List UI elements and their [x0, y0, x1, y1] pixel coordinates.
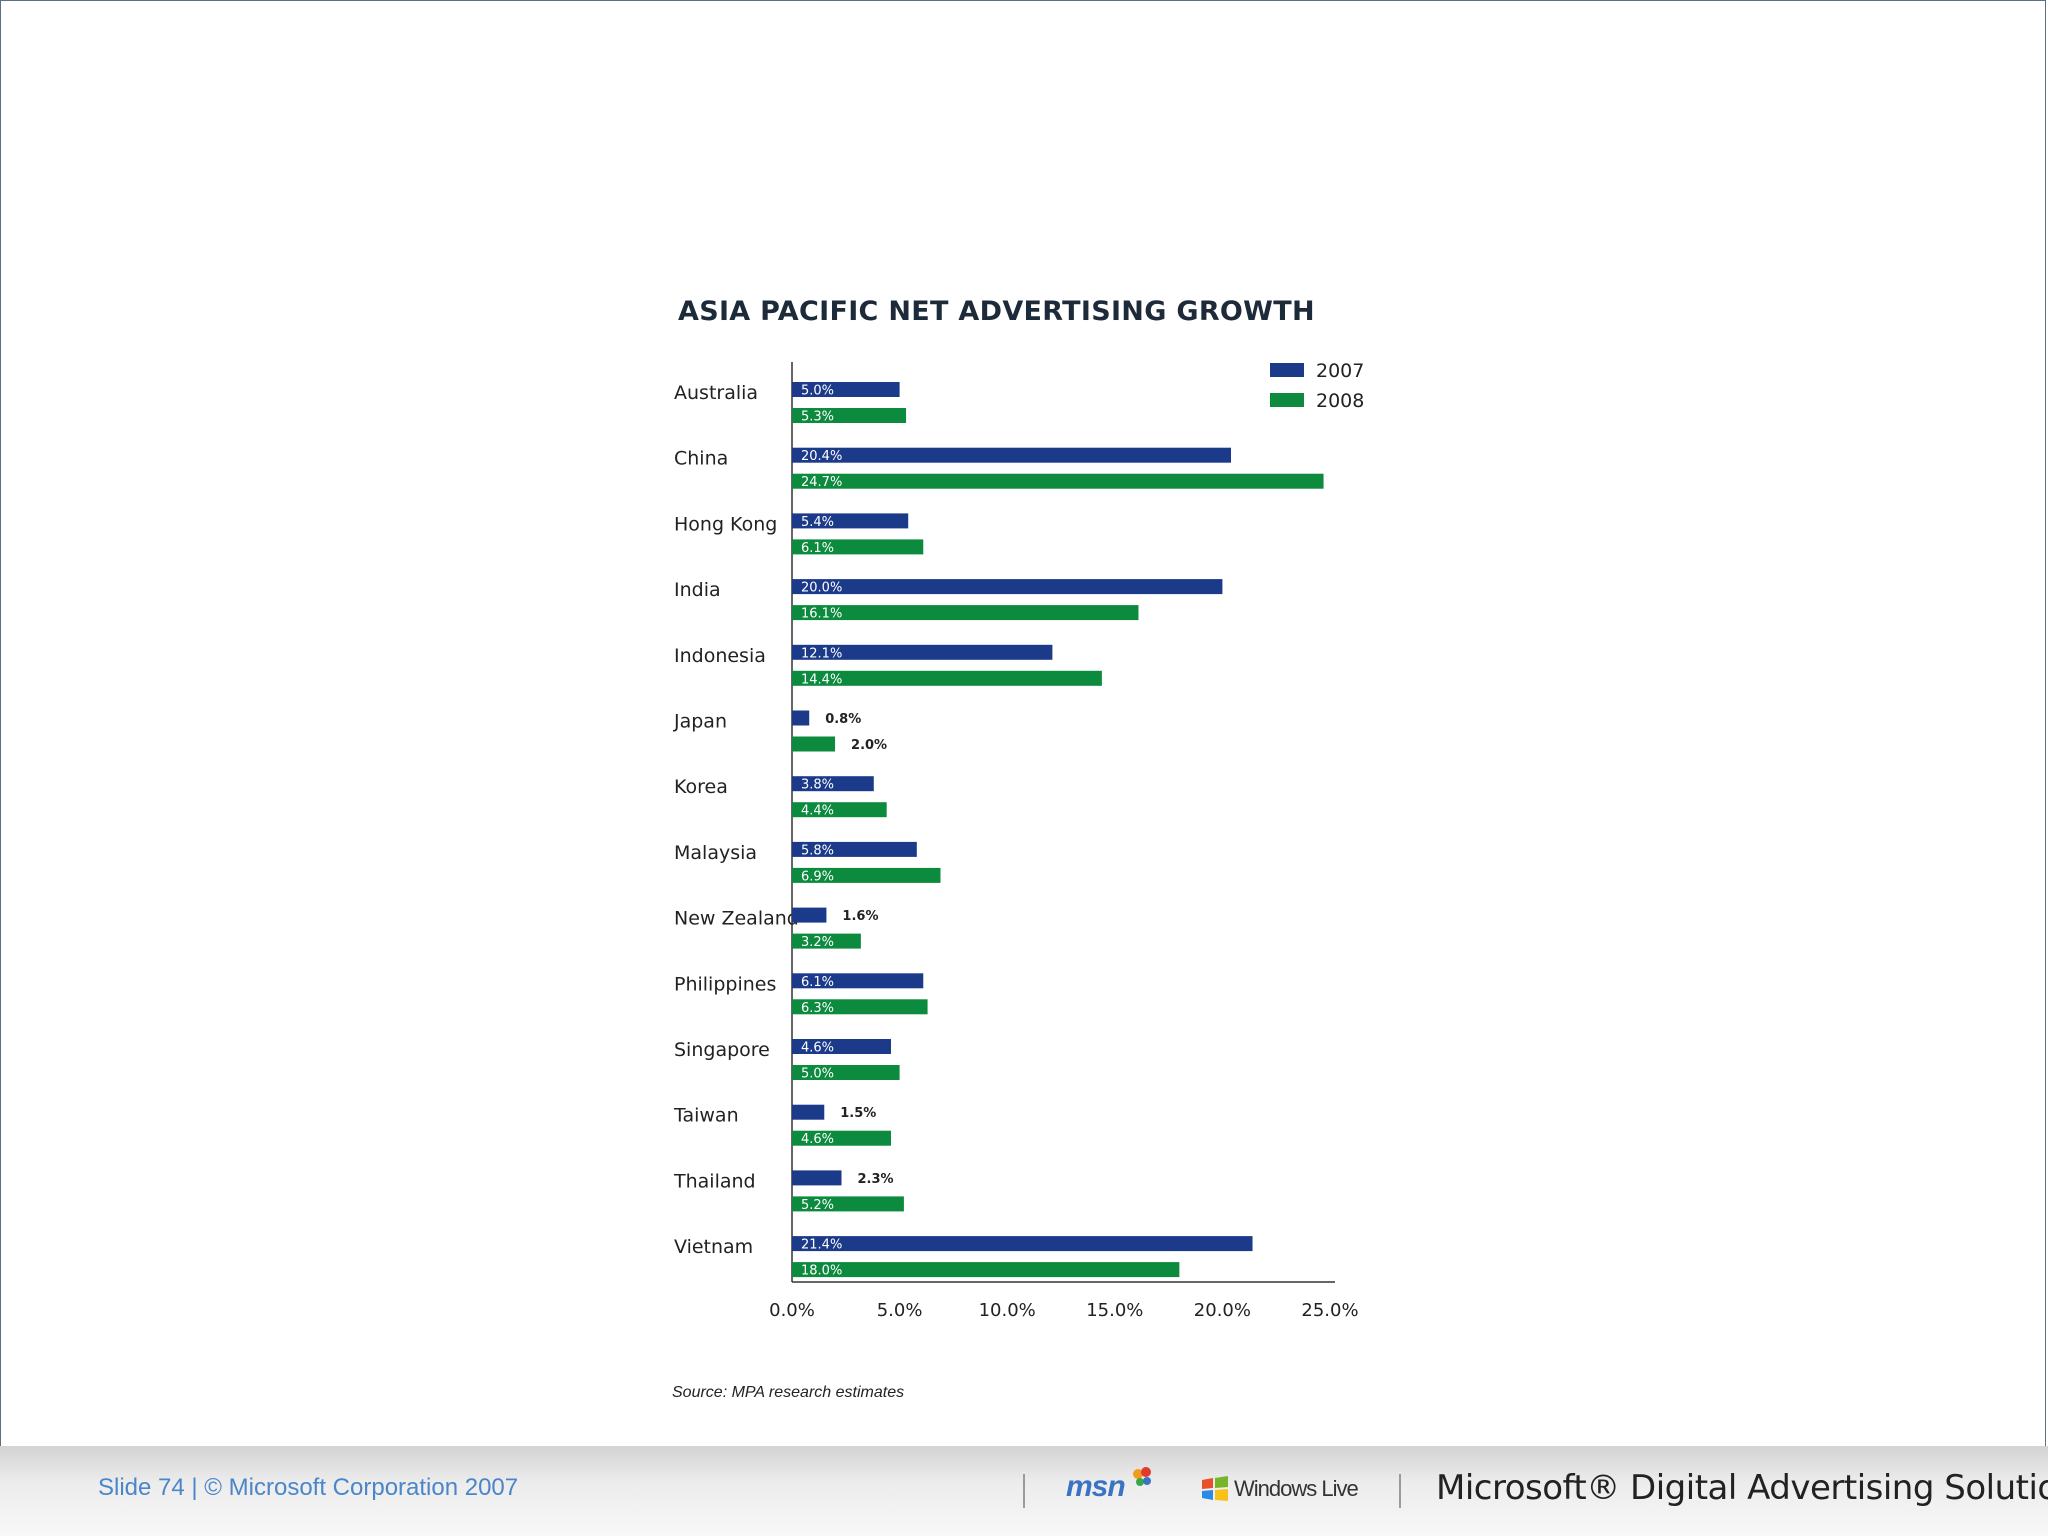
x-tick-label: 10.0% — [979, 1300, 1036, 1321]
bar-2007 — [792, 841, 917, 857]
bar-2007 — [792, 513, 909, 529]
bar-2007 — [792, 382, 900, 397]
bar-2007 — [792, 1170, 842, 1186]
slide-footer: Slide 74 | © Microsoft Corporation 2007 … — [0, 1446, 2048, 1536]
category-label: New Zealand — [674, 908, 799, 930]
bar-2008 — [792, 999, 928, 1015]
category-label: Indonesia — [674, 645, 766, 667]
data-label: 5.0% — [801, 384, 834, 399]
data-label: 5.8% — [801, 843, 834, 858]
data-label: 0.8% — [825, 712, 861, 727]
category-label: Philippines — [674, 973, 776, 995]
data-label: 20.0% — [801, 581, 842, 596]
data-label: 6.9% — [801, 869, 834, 884]
data-label: 3.2% — [801, 935, 834, 950]
data-label: 12.1% — [801, 646, 842, 661]
msn-logo: msn — [1066, 1470, 1126, 1503]
bar-2008 — [792, 867, 941, 883]
category-label: Singapore — [674, 1039, 770, 1061]
legend-label: 2008 — [1316, 390, 1364, 412]
category-label: Malaysia — [674, 842, 757, 864]
x-tick-label: 0.0% — [769, 1300, 815, 1321]
bar-2007 — [792, 907, 827, 923]
bar-2008 — [792, 408, 907, 423]
data-label: 20.4% — [801, 449, 842, 464]
category-label: Thailand — [673, 1170, 756, 1192]
windows-live-logo: Windows Live — [1200, 1474, 1359, 1504]
bar-2008 — [792, 539, 924, 555]
slide-frame — [0, 0, 2046, 1446]
bar-2008 — [792, 670, 1102, 686]
bar-2008 — [792, 933, 861, 949]
category-label: Hong Kong — [674, 513, 777, 535]
windows-flag-icon — [1202, 1476, 1228, 1501]
bar-2008 — [792, 736, 836, 752]
bar-2008 — [792, 1130, 891, 1146]
data-label: 16.1% — [801, 607, 842, 622]
data-label: 6.1% — [801, 541, 834, 556]
category-label: India — [674, 579, 721, 601]
brand-name: Microsoft® Digital Advertising Solutions — [1436, 1468, 2048, 1508]
x-tick-label: 20.0% — [1194, 1300, 1251, 1321]
data-label: 4.6% — [801, 1132, 834, 1147]
data-label: 5.3% — [801, 410, 834, 425]
category-label: China — [674, 448, 728, 470]
x-tick-label: 25.0% — [1301, 1300, 1358, 1321]
chart-source-note: Source: MPA research estimates — [672, 1384, 905, 1401]
data-label: 4.4% — [801, 804, 834, 819]
category-label: Japan — [673, 711, 727, 733]
chart-title: ASIA PACIFIC NET ADVERTISING GROWTH — [678, 296, 1315, 327]
data-label: 4.6% — [801, 1041, 834, 1056]
footer-divider — [1399, 1474, 1401, 1508]
data-label: 1.6% — [842, 909, 878, 924]
data-label: 5.2% — [801, 1198, 834, 1213]
bar-2007 — [792, 776, 874, 792]
windows-live-text: Windows Live — [1234, 1476, 1359, 1501]
data-label: 21.4% — [801, 1238, 842, 1253]
bar-2007 — [792, 1104, 825, 1120]
msn-butterfly-icon — [1133, 1467, 1151, 1486]
x-tick-label: 5.0% — [877, 1300, 923, 1321]
bar-2007 — [792, 644, 1053, 660]
category-label: Australia — [674, 382, 758, 404]
category-label: Taiwan — [673, 1105, 739, 1127]
bar-2007 — [792, 447, 1232, 463]
data-label: 3.8% — [801, 778, 834, 793]
legend-swatch-2008 — [1270, 393, 1304, 407]
bar-2007 — [792, 1039, 891, 1054]
data-label: 6.3% — [801, 1001, 834, 1016]
data-label: 24.7% — [801, 475, 842, 490]
x-tick-label: 15.0% — [1086, 1300, 1143, 1321]
category-label: Korea — [674, 776, 728, 798]
bar-2007 — [792, 973, 924, 989]
bar-2008 — [792, 802, 887, 818]
bar-2008 — [792, 605, 1139, 621]
bar-chart: 0.0% 5.0% 10.0% 15.0% 20.0% 25.0% Australia 5.0… — [673, 360, 1364, 1321]
bar-2008 — [792, 473, 1324, 489]
bar-2008 — [792, 1262, 1180, 1278]
data-label: 2.0% — [851, 738, 887, 753]
category-label: Vietnam — [674, 1236, 753, 1258]
bar-2007 — [792, 710, 810, 726]
data-label: 1.5% — [840, 1106, 876, 1121]
bar-2008 — [792, 1196, 904, 1212]
data-label: 6.1% — [801, 975, 834, 990]
footer-divider — [1023, 1474, 1025, 1508]
data-label: 2.3% — [857, 1172, 893, 1187]
bar-2007 — [792, 579, 1223, 595]
data-label: 14.4% — [801, 672, 842, 687]
data-label: 5.4% — [801, 515, 834, 530]
legend-swatch-2007 — [1270, 363, 1304, 377]
bar-2008 — [792, 1065, 900, 1080]
slide-number-copyright: Slide 74 | © Microsoft Corporation 2007 — [98, 1474, 519, 1501]
data-label: 5.0% — [801, 1067, 834, 1082]
data-label: 18.0% — [801, 1264, 842, 1279]
legend-label: 2007 — [1316, 360, 1364, 382]
bar-2007 — [792, 1236, 1253, 1252]
